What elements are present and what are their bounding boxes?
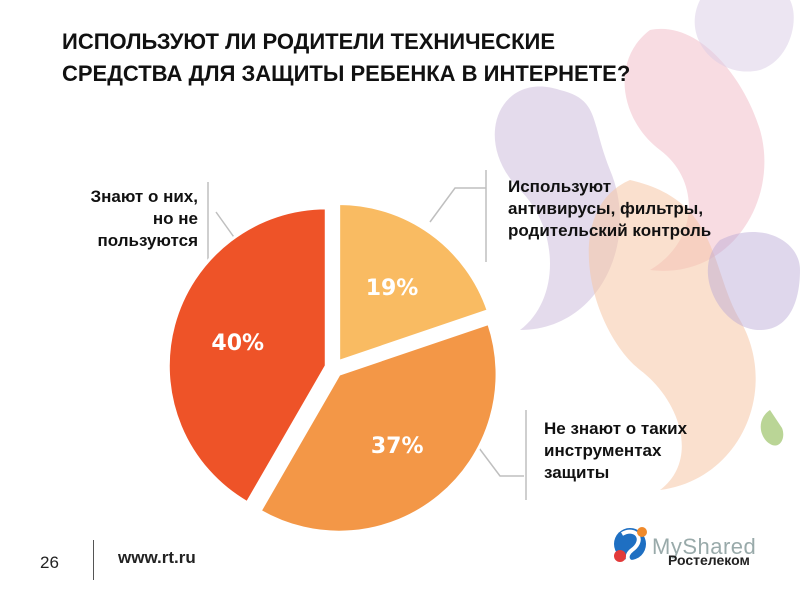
slice-aware-not-using-value-label: 40% — [211, 331, 264, 356]
leader-line-right-top — [429, 187, 486, 223]
footer-divider — [93, 540, 94, 580]
decor-swirl-small — [760, 410, 784, 446]
decor-swirl-pink — [624, 28, 765, 271]
label-right-top-line-3: родительский контроль — [508, 221, 712, 240]
label-left-line-2: но не — [152, 209, 198, 228]
title-line-1: ИСПОЛЬЗУЮТ ЛИ РОДИТЕЛИ ТЕХНИЧЕСКИЕ — [62, 29, 556, 54]
label-right-bottom-line-3: защиты — [544, 463, 610, 482]
brand-name: Ростелеком — [668, 552, 750, 568]
slice-not-aware-value-label: 37% — [371, 434, 424, 459]
leader-line-right-bottom — [469, 435, 524, 477]
page-number: 26 — [40, 553, 59, 572]
label-left-line-3: пользуются — [97, 231, 198, 250]
slice-using-tools-value-label: 19% — [366, 276, 419, 301]
label-right-bottom-line-2: инструментах — [544, 441, 662, 460]
footer-url-link[interactable]: www.rt.ru — [118, 548, 196, 567]
label-right-bottom-line-1: Не знают о таких — [544, 419, 688, 438]
leader-line-left-diag — [215, 211, 237, 241]
label-right-top-line-2: антивирусы, фильтры, — [508, 199, 704, 218]
watermark-text: MyShared — [652, 534, 757, 559]
label-aware-not-using: Знают о них, но не пользуются — [40, 186, 198, 252]
title-line-2: СРЕДСТВА ДЛЯ ЗАЩИТЫ РЕБЕНКА В ИНТЕРНЕТЕ? — [62, 61, 631, 86]
slice-not-aware — [258, 321, 499, 534]
slice-using-tools — [337, 201, 491, 364]
rostelecom-logo-icon — [614, 527, 647, 565]
label-not-aware: Не знают о таких инструментах защиты — [544, 418, 784, 484]
label-left-line-1: Знают о них, — [90, 187, 198, 206]
page-title: ИСПОЛЬЗУЮТ ЛИ РОДИТЕЛИ ТЕХНИЧЕСКИЕ СРЕДС… — [62, 26, 762, 90]
label-using-tools: Используют антивирусы, фильтры, родитель… — [508, 176, 798, 242]
slice-aware-not-using — [166, 206, 328, 505]
label-leaders — [207, 170, 527, 500]
decor-swirl-lavender — [694, 0, 794, 72]
label-right-top-line-1: Используют — [508, 177, 612, 196]
decor-swirl-purple — [494, 86, 620, 330]
decor-swirl-violet — [707, 231, 800, 330]
decor-swirl-orange — [588, 180, 756, 490]
